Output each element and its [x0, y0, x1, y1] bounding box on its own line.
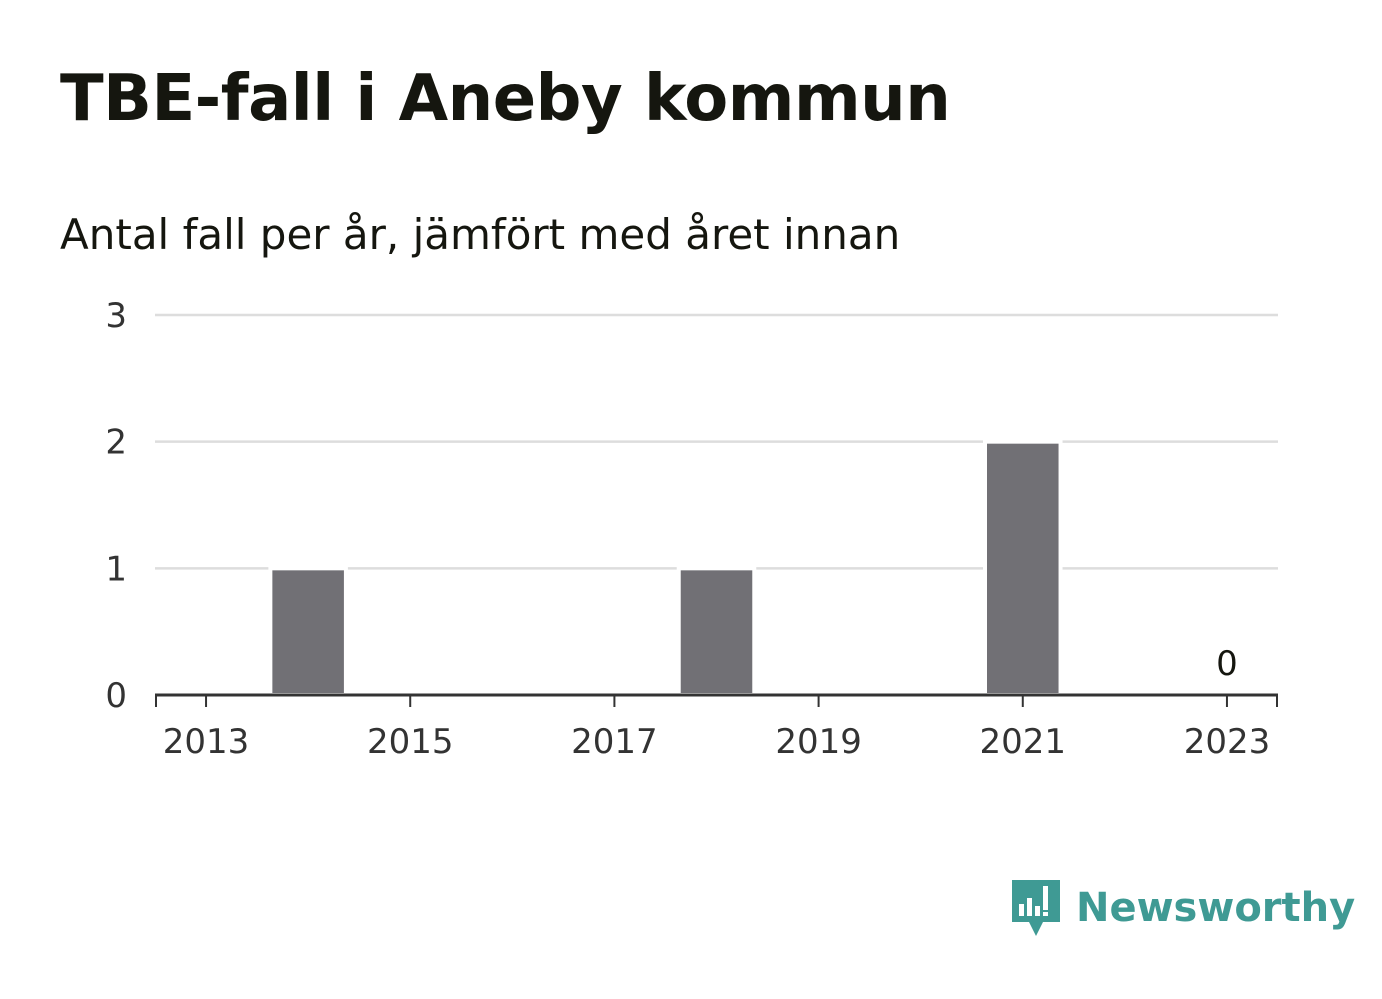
data-label: 0: [1216, 644, 1238, 684]
chart-subtitle: Antal fall per år, jämfört med året inna…: [60, 210, 901, 259]
brand-name: Newsworthy: [1076, 885, 1356, 931]
x-tick-label: 2021: [980, 722, 1067, 762]
newsworthy-logo-icon: [1012, 880, 1060, 936]
x-tick-label: 2013: [163, 722, 250, 762]
bar: [982, 439, 1063, 697]
x-tick-label: 2015: [367, 722, 454, 762]
y-tick-label: 1: [105, 549, 127, 589]
bar: [676, 566, 757, 697]
x-tick-label: 2023: [1184, 722, 1271, 762]
newsworthy-brand: Newsworthy: [1010, 878, 1355, 938]
y-tick-label: 0: [105, 676, 127, 716]
x-tick-label: 2017: [571, 722, 658, 762]
y-tick-label: 3: [105, 296, 127, 336]
chart-title: TBE-fall i Aneby kommun: [60, 62, 951, 136]
x-tick-label: 2019: [775, 722, 862, 762]
y-tick-label: 2: [105, 423, 127, 463]
bar: [268, 566, 348, 697]
